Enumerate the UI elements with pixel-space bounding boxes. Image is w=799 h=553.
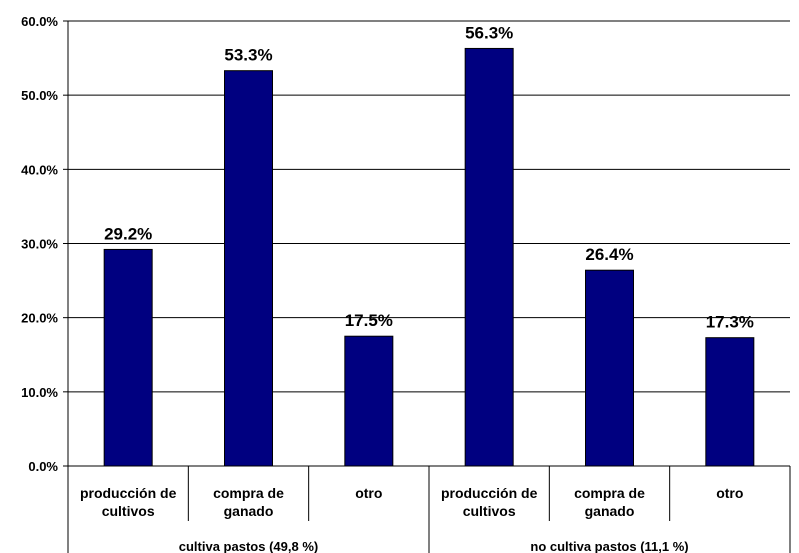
bar [103, 248, 153, 467]
y-tick-label: 40.0% [21, 162, 58, 177]
x-category-label: ganado [224, 503, 274, 519]
y-tick-label: 0.0% [28, 459, 58, 474]
x-category-label: producción de [441, 485, 538, 501]
data-label: 26.4% [585, 245, 633, 264]
bar [585, 269, 634, 467]
bar [224, 70, 273, 467]
x-category-label: ganado [585, 503, 635, 519]
data-label: 17.3% [706, 313, 754, 332]
x-group-label: cultiva pastos (49,8 %) [179, 539, 318, 553]
data-label: 17.5% [345, 311, 393, 330]
y-tick-label: 60.0% [21, 14, 58, 29]
y-tick-label: 30.0% [21, 237, 58, 252]
bar [464, 47, 514, 467]
x-category-label: compra de [574, 485, 645, 501]
x-category-label: cultivos [463, 503, 516, 519]
bar [705, 337, 755, 467]
x-category-label: producción de [80, 485, 177, 501]
x-category-label: compra de [213, 485, 284, 501]
y-tick-label: 50.0% [21, 88, 58, 103]
y-tick-label: 20.0% [21, 311, 58, 326]
x-category-label: otro [355, 485, 382, 501]
x-category-label: otro [716, 485, 743, 501]
data-label: 56.3% [465, 23, 513, 42]
data-label: 29.2% [104, 224, 152, 243]
x-category-label: cultivos [102, 503, 155, 519]
data-label: 53.3% [224, 46, 272, 65]
bar [344, 335, 394, 467]
x-group-label: no cultiva pastos (11,1 %) [530, 539, 688, 553]
y-tick-label: 10.0% [21, 385, 58, 400]
